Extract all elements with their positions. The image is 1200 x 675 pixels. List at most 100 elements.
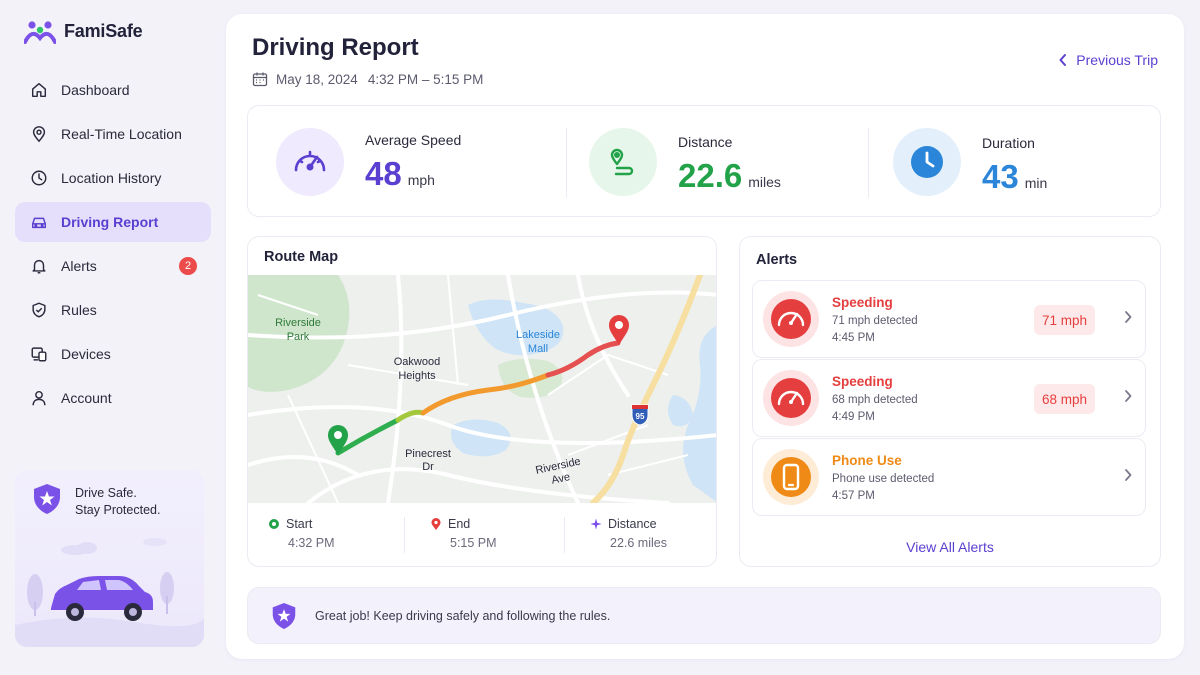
home-icon — [29, 80, 49, 100]
duration-value: 43 min — [982, 158, 1047, 196]
car-illustration — [15, 538, 204, 647]
route-start-label: Start — [286, 517, 313, 531]
duration-stat: Duration 43 min — [868, 106, 1162, 218]
start-pin-icon — [328, 425, 348, 455]
chevron-right-icon — [1125, 311, 1132, 323]
sidebar-item-location-history[interactable]: Location History — [15, 158, 211, 198]
speed-pill: 71 mph — [1033, 305, 1095, 335]
view-all-alerts-link[interactable]: View All Alerts — [906, 539, 994, 555]
route-summary: Start 4:32 PM End 5:15 PM Distance 22.6 … — [248, 503, 716, 566]
alert-item[interactable]: Speeding 71 mph detected 4:45 PM 71 mph — [752, 280, 1146, 358]
calendar-icon — [252, 72, 268, 87]
devices-icon — [29, 344, 49, 364]
sidebar-item-label: Devices — [61, 346, 111, 362]
trip-stats-card: Average Speed 48 mph Distance 22.6 miles D… — [247, 105, 1161, 217]
alert-item[interactable]: Phone Use Phone use detected 4:57 PM — [752, 438, 1146, 516]
sidebar-item-real-time-location[interactable]: Real-Time Location — [15, 114, 211, 154]
stat-divider — [868, 128, 869, 198]
sidebar-item-driving-report[interactable]: Driving Report — [15, 202, 211, 242]
speedometer-icon — [763, 370, 819, 426]
alert-time: 4:45 PM — [832, 332, 875, 344]
speedometer-icon — [763, 291, 819, 347]
sidebar-item-label: Account — [61, 390, 112, 406]
alert-title: Speeding — [832, 374, 893, 389]
duration-number: 43 — [982, 158, 1019, 195]
promo-line-1: Drive Safe. — [75, 486, 137, 500]
average-speed-unit: mph — [407, 172, 435, 188]
sidebar-nav: Dashboard Real-Time Location Location Hi… — [15, 70, 211, 422]
user-icon — [29, 388, 49, 408]
interstate-95-shield-icon: 95 — [631, 404, 649, 426]
chevron-right-icon — [1125, 469, 1132, 481]
start-dot-icon — [269, 519, 279, 529]
route-distance-label: Distance — [608, 517, 657, 531]
map-label-park: Riverside Park — [275, 317, 321, 343]
route-end-value: 5:15 PM — [450, 536, 497, 550]
sidebar-item-dashboard[interactable]: Dashboard — [15, 70, 211, 110]
sidebar-item-account[interactable]: Account — [15, 378, 211, 418]
distance-label: Distance — [678, 134, 733, 150]
famisafe-logo-icon — [24, 21, 56, 44]
distance-stat: Distance 22.6 miles — [566, 106, 868, 218]
sidebar-item-devices[interactable]: Devices — [15, 334, 211, 374]
alert-item[interactable]: Speeding 68 mph detected 4:49 PM 68 mph — [752, 359, 1146, 437]
sidebar-item-alerts[interactable]: Alerts 2 — [15, 246, 211, 286]
shield-star-icon — [34, 484, 60, 514]
alerts-title: Alerts — [756, 252, 798, 268]
distance-unit: miles — [748, 174, 781, 190]
trip-date-row: May 18, 2024 4:32 PM – 5:15 PM — [252, 71, 483, 87]
alert-detail: 68 mph detected — [832, 394, 918, 406]
sparkle-icon — [590, 518, 602, 530]
sidebar-item-label: Driving Report — [61, 214, 159, 230]
sidebar-item-rules[interactable]: Rules — [15, 290, 211, 330]
route-distance-value: 22.6 miles — [610, 536, 667, 550]
alert-title: Speeding — [832, 295, 893, 310]
route-distance: Distance 22.6 miles — [590, 517, 667, 550]
average-speed-value: 48 mph — [365, 155, 435, 193]
page-title: Driving Report — [252, 34, 419, 61]
end-pin-small-icon — [431, 518, 441, 530]
phone-icon — [763, 449, 819, 505]
foot-divider — [404, 517, 405, 553]
stat-divider — [566, 128, 567, 198]
location-pin-icon — [29, 124, 49, 144]
clock-icon — [893, 128, 961, 196]
chevron-left-icon — [1059, 54, 1067, 66]
alert-title: Phone Use — [832, 453, 902, 468]
map-label-lakeside: Lakeside Mall — [516, 329, 560, 355]
shield-check-icon — [29, 300, 49, 320]
drive-safe-promo: Drive Safe. Stay Protected. — [15, 470, 204, 647]
sidebar-item-label: Location History — [61, 170, 162, 186]
banner-text: Great job! Keep driving safely and follo… — [315, 609, 611, 623]
alert-detail: Phone use detected — [832, 473, 935, 485]
promo-line-2: Stay Protected. — [75, 503, 161, 517]
average-speed-number: 48 — [365, 155, 402, 192]
sidebar-item-label: Real-Time Location — [61, 126, 182, 142]
map-label-oakwood: Oakwood Heights — [394, 356, 440, 382]
promo-text: Drive Safe. Stay Protected. — [75, 485, 160, 519]
previous-trip-label: Previous Trip — [1076, 52, 1158, 68]
route-icon — [589, 128, 657, 196]
trip-date: May 18, 2024 — [276, 71, 358, 87]
distance-value: 22.6 miles — [678, 157, 781, 195]
route-start: Start 4:32 PM — [268, 517, 335, 550]
alert-time: 4:57 PM — [832, 490, 875, 502]
route-map[interactable]: 95 Riverside Park Oakwood Heights Lakeside… — [248, 275, 717, 503]
sidebar: FamiSafe Dashboard Real-Time Location Lo… — [0, 0, 222, 675]
duration-label: Duration — [982, 135, 1035, 151]
map-label-pinecrest: Pinecrest Dr — [405, 448, 451, 473]
previous-trip-link[interactable]: Previous Trip — [1058, 52, 1158, 68]
route-start-value: 4:32 PM — [288, 536, 335, 550]
app-name: FamiSafe — [64, 20, 143, 41]
end-pin-icon — [609, 315, 629, 345]
foot-divider — [564, 517, 565, 553]
alerts-count-badge: 2 — [179, 257, 197, 275]
trip-time-range: 4:32 PM – 5:15 PM — [367, 71, 484, 87]
route-map-card: Route Map — [247, 236, 717, 567]
sidebar-item-label: Rules — [61, 302, 97, 318]
average-speed-stat: Average Speed 48 mph — [248, 106, 566, 218]
sidebar-item-label: Dashboard — [61, 82, 130, 98]
app-logo[interactable]: FamiSafe — [24, 18, 143, 44]
average-speed-label: Average Speed — [365, 132, 462, 148]
alert-time: 4:49 PM — [832, 411, 875, 423]
